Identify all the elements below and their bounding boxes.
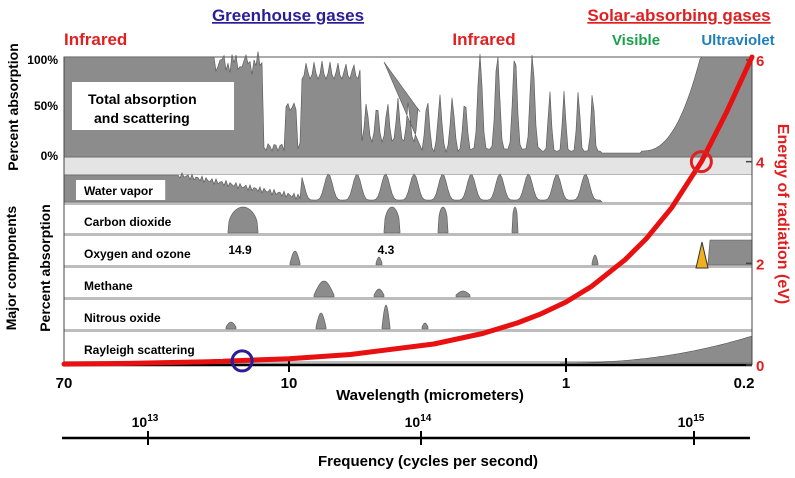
wavelength-tick-label: 1 — [562, 375, 570, 392]
visible-label: Visible — [612, 32, 660, 49]
ozone-peak-small — [289, 250, 301, 266]
ytick-0: 0% — [41, 149, 59, 163]
frequency-axis-title: Frequency (cycles per second) — [318, 453, 538, 470]
strip-rule — [64, 297, 752, 300]
component-label-bg — [76, 307, 180, 327]
total-absorption-label-line2: and scattering — [94, 110, 190, 126]
methane-peak — [373, 288, 385, 298]
component-label-bg — [76, 275, 137, 295]
ozone-uv-peak — [695, 241, 709, 269]
absorption-fills — [63, 51, 753, 364]
energy-tick-label: 4 — [756, 155, 765, 172]
ytick-50: 50% — [34, 99, 58, 113]
wavelength-tick-label: 70 — [56, 375, 73, 392]
ytick-100: 100% — [27, 53, 58, 67]
carbon-dioxide-peak — [437, 206, 449, 234]
methane-peak — [455, 290, 471, 298]
energy-tick-label: 6 — [756, 53, 764, 70]
energy-axis-title: Energy of radiation (eV) — [774, 124, 791, 304]
nitrous-oxide-peak — [315, 312, 327, 330]
component-label: Methane — [84, 279, 133, 293]
wavelength-ticks: 70 10 1 0.2 — [56, 358, 755, 392]
component-strips — [64, 175, 752, 364]
methane-peak — [313, 280, 335, 298]
component-label: Nitrous oxide — [84, 311, 161, 325]
total-absorption-area — [63, 51, 753, 158]
component-label: Rayleigh scattering — [84, 343, 195, 357]
peak-label-149: 14.9 — [228, 243, 252, 257]
total-absorption-label-line1: Total absorption — [88, 91, 197, 107]
curve-marker — [230, 349, 254, 373]
ozone-uv-area — [707, 239, 753, 266]
ylabel-major-components: Major components — [3, 206, 19, 331]
frequency-tick-label: 1013 — [132, 413, 159, 430]
frequency-tick-label: 1015 — [678, 413, 705, 430]
component-label-bg — [76, 243, 202, 263]
solar-gases-title: Solar-absorbing gases — [587, 6, 770, 25]
component-label: Carbon dioxide — [84, 215, 172, 229]
component-label-bg — [76, 339, 223, 359]
ylabel-components: Percent absorption — [37, 204, 53, 332]
wavelength-tick-label: 0.2 — [734, 375, 755, 392]
ylabel-total: Percent absorption — [5, 43, 21, 171]
nitrous-oxide-peak — [225, 321, 237, 330]
component-label-bg — [76, 180, 166, 200]
strip-rule — [64, 265, 752, 268]
wavelength-tick-label: 10 — [281, 375, 298, 392]
ultraviolet-label: Ultraviolet — [701, 32, 774, 49]
nitrous-oxide-peak — [381, 304, 391, 330]
energy-curve-series — [61, 54, 755, 367]
strip-rule — [64, 202, 752, 205]
carbon-dioxide-peak — [383, 206, 401, 234]
curve-markers — [230, 150, 713, 373]
ozone-peak-small — [375, 256, 383, 266]
panel-separator-band — [63, 156, 753, 176]
strip-rule — [64, 233, 752, 236]
wavelength-axis-title: Wavelength (micrometers) — [336, 387, 524, 404]
component-strip — [64, 270, 752, 300]
rayleigh-area — [559, 335, 753, 364]
infrared-left-label: Infrared — [64, 30, 127, 49]
frequency-ticks: 1013 1014 1015 — [132, 413, 705, 445]
energy-tick-label: 0 — [756, 358, 764, 375]
energy-tick-label: 2 — [756, 256, 764, 273]
peak-label-43: 4.3 — [378, 243, 395, 257]
frequency-tick-label: 1014 — [405, 413, 432, 430]
total-label-box — [72, 82, 234, 130]
greenhouse-gases-title: Greenhouse gases — [212, 6, 364, 25]
infrared-right-label: Infrared — [452, 30, 515, 49]
strip-rule — [64, 329, 752, 332]
component-labels: Water vapor Carbon dioxide Oxygen and ozon… — [76, 180, 223, 359]
carbon-dioxide-peak — [511, 206, 519, 234]
nitrous-oxide-peak — [421, 322, 429, 330]
water-vapor-area — [63, 172, 603, 203]
component-label-bg — [76, 211, 187, 231]
component-label: Oxygen and ozone — [84, 247, 191, 261]
carbon-dioxide-peak — [227, 206, 259, 234]
component-label: Water vapor — [84, 184, 153, 198]
curve-marker — [689, 150, 713, 174]
ozone-peak-small — [591, 254, 599, 266]
strip-rule — [64, 361, 752, 364]
